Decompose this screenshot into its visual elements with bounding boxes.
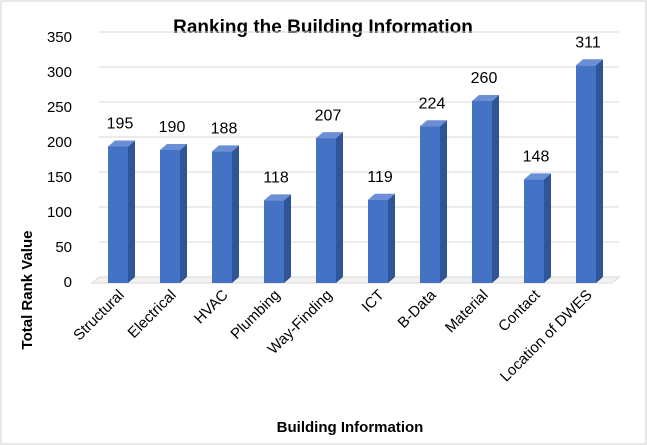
data-label: 207 (315, 107, 342, 124)
bar-top (264, 194, 291, 201)
bar-top (420, 120, 447, 127)
y-tick-label: 50 (55, 239, 72, 256)
bar (576, 59, 603, 283)
bar-side (596, 59, 603, 283)
bar (524, 173, 551, 283)
bar-top (368, 193, 395, 200)
bar-front (524, 179, 544, 283)
bar-top (524, 173, 551, 180)
bar-side (492, 95, 499, 283)
y-axis-title: Total Rank Value (19, 231, 36, 350)
bar (368, 193, 395, 283)
bar-front (264, 200, 284, 283)
y-tick-label: 350 (47, 29, 72, 46)
bar-side (180, 144, 187, 283)
bar-top (108, 140, 135, 147)
bar-side (544, 173, 551, 283)
data-label: 224 (419, 95, 446, 112)
y-tick-label: 250 (47, 99, 72, 116)
data-label: 188 (211, 121, 238, 138)
bar-side (128, 140, 135, 283)
data-label: 190 (159, 119, 186, 136)
y-tick-label: 0 (64, 274, 72, 291)
data-label: 119 (367, 169, 393, 186)
y-tick-label: 100 (47, 204, 72, 221)
bar-front (212, 151, 232, 283)
bar-front (420, 126, 440, 283)
bar-front (368, 199, 388, 283)
data-label: 260 (471, 70, 498, 87)
bar-front (576, 65, 596, 283)
bar (160, 144, 187, 283)
bar-front (108, 146, 128, 283)
bar-side (232, 145, 239, 283)
bar (316, 132, 343, 283)
bar-side (284, 194, 291, 283)
x-axis-title: Building Information (277, 419, 424, 436)
bar-front (316, 138, 336, 283)
y-tick-label: 150 (47, 169, 72, 186)
bar-front (160, 150, 180, 283)
bar-top (316, 132, 343, 139)
y-tick-label: 200 (47, 134, 72, 151)
bar-top (472, 95, 499, 101)
data-label: 148 (523, 149, 550, 166)
bar-side (440, 120, 447, 283)
bar-top (212, 145, 239, 152)
chart-title: Ranking the Building Information (173, 17, 473, 38)
y-tick-label: 300 (47, 64, 72, 81)
bar (108, 140, 135, 283)
bar (264, 194, 291, 283)
bar (420, 120, 447, 283)
data-label: 195 (107, 116, 134, 133)
bar-top (160, 144, 187, 150)
data-label: 118 (263, 170, 289, 187)
bar-side (388, 193, 395, 283)
data-label: 311 (575, 35, 601, 52)
bar (212, 145, 239, 283)
bar-side (336, 132, 343, 283)
bar-front (472, 101, 492, 283)
bar-top (576, 59, 603, 66)
bar (472, 95, 499, 283)
